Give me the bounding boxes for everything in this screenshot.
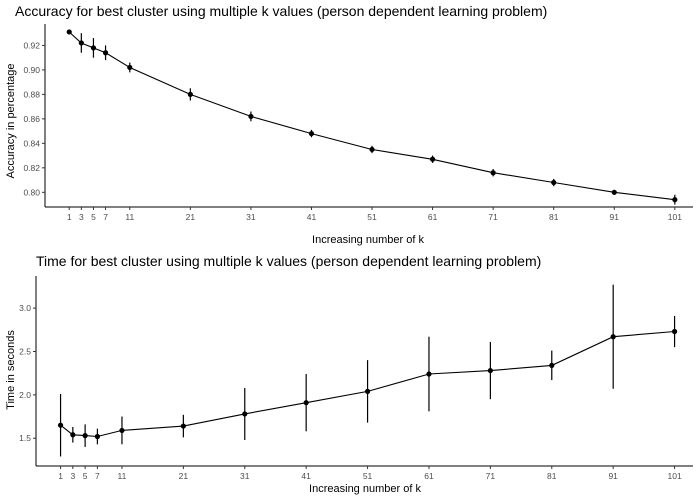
time-data-point	[94, 433, 101, 440]
time-x-tick-label: 5	[83, 471, 88, 481]
time-data-point	[364, 388, 371, 394]
time-data-point	[671, 328, 678, 335]
time-y-tick-label: 3.0	[19, 303, 31, 313]
time-x-tick-label: 101	[667, 471, 681, 481]
time-plot-area: 1.5 2.0 2.5 3.0 1 3 5 7 11 21 31 41 51 61 71 81 91 101	[19, 276, 693, 481]
accuracy-x-tick-label: 91	[610, 212, 620, 222]
time-data-point	[426, 371, 432, 377]
accuracy-x-axis-title: Increasing number of k	[312, 234, 424, 246]
accuracy-x-tick-label: 61	[428, 212, 438, 222]
time-x-tick-label: 81	[547, 471, 557, 481]
time-data-point	[70, 432, 76, 438]
time-x-axis-title: Increasing number of k	[309, 483, 421, 495]
accuracy-data-point	[66, 29, 72, 35]
accuracy-plot-area: 0.80 0.82 0.84 0.86 0.88 0.90 0.92 1 3 5 7 11 21 31 41…	[23, 24, 693, 222]
accuracy-x-tick-label: 31	[246, 212, 256, 222]
time-chart-title: Time for best cluster using multiple k v…	[36, 253, 541, 269]
accuracy-data-point	[369, 146, 375, 153]
time-data-point	[487, 367, 493, 374]
accuracy-y-tick-label: 0.84	[23, 138, 40, 148]
time-y-tick-label: 2.0	[19, 390, 31, 400]
accuracy-data-point	[551, 179, 557, 186]
time-x-tick-label: 61	[424, 471, 434, 481]
accuracy-x-tick-label: 81	[549, 212, 559, 222]
accuracy-y-tick-label: 0.80	[23, 187, 40, 197]
time-y-axis-title: Time in seconds	[5, 330, 17, 410]
accuracy-data-point	[611, 189, 617, 195]
accuracy-chart-title: Accuracy for best cluster using multiple…	[15, 3, 547, 19]
time-data-point	[303, 400, 309, 406]
accuracy-y-axis-title: Accuracy in percentage	[5, 64, 17, 179]
accuracy-x-tick-label: 5	[91, 212, 96, 222]
time-x-tick-label: 1	[58, 471, 63, 481]
accuracy-x-tick-label: 71	[488, 212, 498, 222]
accuracy-data-point	[187, 91, 193, 97]
accuracy-data-point	[127, 64, 133, 71]
time-x-tick-label: 3	[70, 471, 75, 481]
accuracy-x-tick-label: 3	[79, 212, 84, 222]
time-data-point	[549, 362, 555, 368]
time-data-point	[82, 433, 88, 439]
accuracy-x-tick-label: 41	[307, 212, 317, 222]
accuracy-x-tick-label: 11	[125, 212, 134, 222]
accuracy-data-point	[490, 170, 496, 176]
time-x-tick-label: 7	[95, 471, 100, 481]
time-x-tick-label: 91	[608, 471, 618, 481]
accuracy-x-tick-label: 21	[186, 212, 196, 222]
accuracy-y-tick-label: 0.86	[23, 114, 40, 124]
accuracy-y-tick-label: 0.92	[23, 40, 40, 50]
accuracy-y-tick-label: 0.90	[23, 65, 40, 75]
time-x-tick-label: 31	[240, 471, 250, 481]
time-x-tick-label: 51	[363, 471, 373, 481]
time-data-point	[119, 427, 125, 434]
time-data-point	[57, 422, 64, 428]
time-y-tick-label: 1.5	[19, 433, 31, 443]
time-panel: Time for best cluster using multiple k v…	[5, 253, 693, 495]
time-x-tick-label: 41	[301, 471, 311, 481]
accuracy-data-point	[672, 197, 678, 203]
time-x-tick-label: 21	[179, 471, 189, 481]
time-x-tick-label: 11	[118, 471, 127, 481]
accuracy-x-tick-label: 101	[668, 212, 682, 222]
accuracy-data-point	[78, 40, 84, 46]
time-x-tick-label: 71	[486, 471, 496, 481]
accuracy-series-line	[68, 31, 675, 201]
accuracy-data-point	[308, 130, 315, 137]
time-data-point	[242, 411, 248, 417]
accuracy-x-tick-label: 1	[67, 212, 72, 222]
time-data-point	[610, 334, 616, 340]
accuracy-data-point	[248, 113, 254, 120]
accuracy-panel: Accuracy for best cluster using multiple…	[5, 3, 693, 246]
accuracy-x-tick-label: 7	[103, 212, 108, 222]
time-y-tick-label: 2.5	[19, 346, 31, 356]
accuracy-y-tick-label: 0.88	[23, 89, 40, 99]
accuracy-data-point	[429, 156, 436, 162]
accuracy-data-point	[90, 45, 97, 51]
accuracy-data-point	[102, 50, 109, 56]
accuracy-y-tick-label: 0.82	[23, 163, 40, 173]
time-data-point	[180, 423, 186, 429]
accuracy-x-tick-label: 51	[367, 212, 377, 222]
